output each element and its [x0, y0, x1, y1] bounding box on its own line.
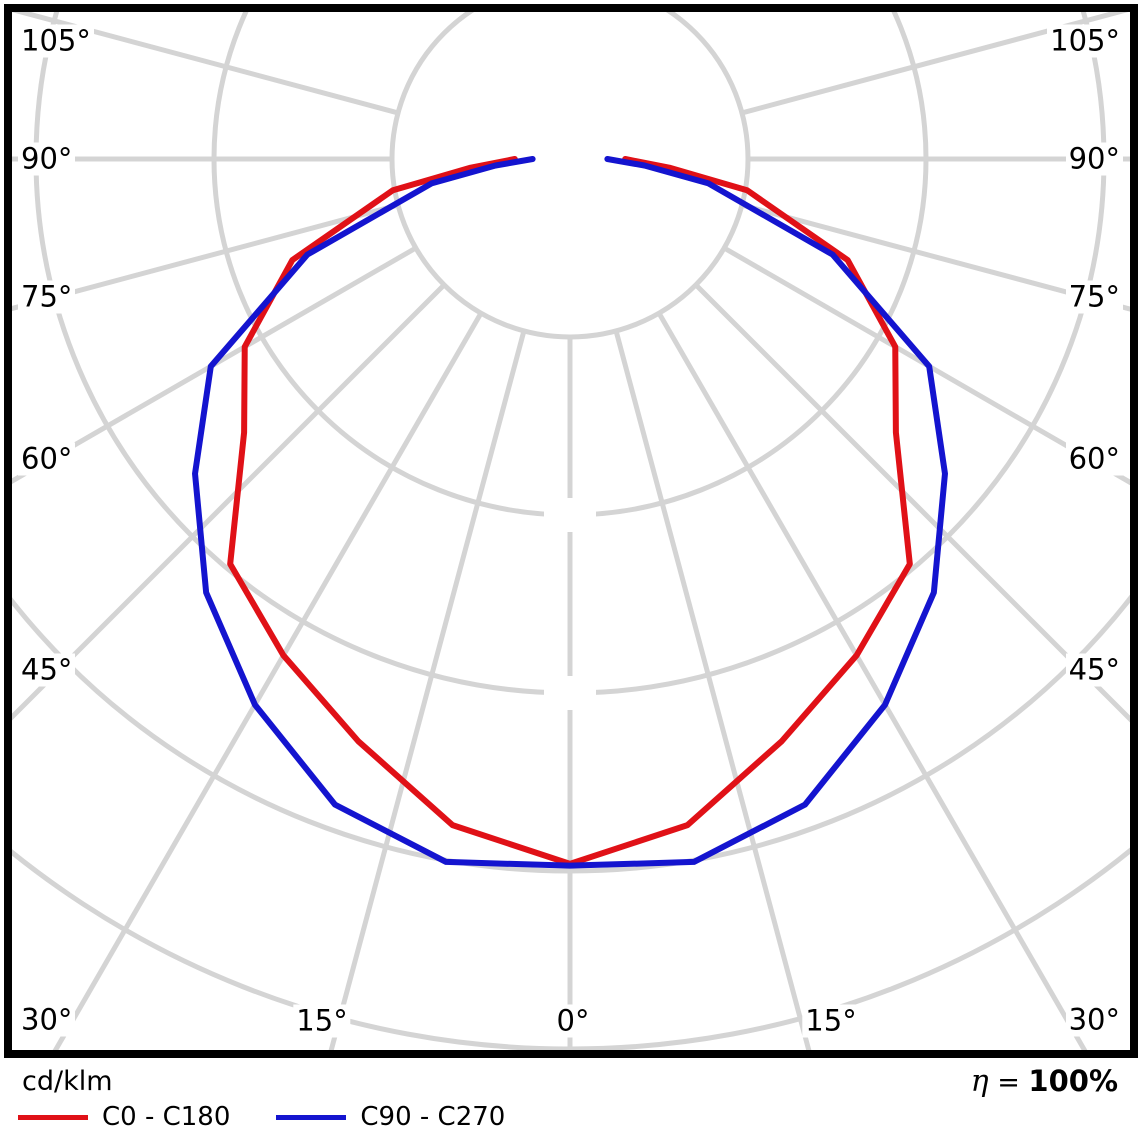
angle-label-right-105°: 105° [1047, 24, 1123, 58]
grid-spoke-105-mirror [12, 12, 399, 116]
grid-spoke-15 [613, 330, 812, 1050]
angle-label-left-75°: 75° [18, 280, 76, 314]
grid-spoke-30 [656, 311, 1088, 1050]
grid-spoke-105 [741, 12, 1129, 116]
eta-symbol: η [970, 1064, 989, 1099]
eta-value: 100% [1028, 1064, 1118, 1098]
legend-item-1: C90 - C270 [276, 1104, 505, 1130]
angle-label-left-90°: 90° [18, 142, 76, 176]
angle-label-left-45°: 45° [18, 653, 76, 687]
angle-label-left-30°: 30° [18, 1003, 76, 1037]
angle-label-bottom-15°: 15° [802, 1004, 860, 1038]
angle-label-bottom-15°: 15° [293, 1004, 351, 1038]
grid-spoke-60-mirror [12, 245, 418, 485]
angle-label-right-75°: 75° [1065, 280, 1123, 314]
angle-label-right-45°: 45° [1065, 653, 1123, 687]
grid-spoke-75 [741, 202, 1130, 312]
footer: cd/klm η = 100% C0 - C180 C90 - C270 [0, 1058, 1142, 1132]
angle-label-left-105°: 105° [18, 24, 94, 58]
grid-spoke-45 [694, 283, 1130, 723]
legend-line-swatch-0 [18, 1114, 88, 1120]
grid-spoke-15-mirror [328, 330, 527, 1050]
grid-spoke-30-mirror [52, 311, 484, 1050]
efficiency-label: η = 100% [971, 1064, 1118, 1099]
legend-item-0: C0 - C180 [18, 1104, 230, 1130]
polar-plot-frame [4, 4, 1138, 1058]
polar-chart-svg [12, 12, 1130, 1050]
angle-label-right-60°: 60° [1065, 442, 1123, 476]
angle-label-left-60°: 60° [18, 442, 76, 476]
grid-spoke-45-mirror [12, 283, 446, 721]
angle-label-right-90°: 90° [1065, 142, 1123, 176]
ring-label-knockout-2 [544, 498, 596, 532]
grid-spoke-60 [722, 245, 1130, 486]
angle-label-bottom-0°: 0° [553, 1004, 593, 1038]
angle-label-right-30°: 30° [1065, 1003, 1123, 1037]
curve-C90-C270 [192, 156, 948, 869]
legend-line-swatch-1 [276, 1114, 347, 1120]
grid-spoke-75-mirror [12, 202, 399, 312]
eta-equals: = [997, 1067, 1020, 1098]
legend: C0 - C180 C90 - C270 [18, 1104, 551, 1130]
legend-label-1: C90 - C270 [360, 1102, 506, 1132]
ring-label-knockout-3 [544, 676, 596, 710]
legend-label-0: C0 - C180 [102, 1102, 231, 1132]
unit-label: cd/klm [22, 1066, 113, 1097]
